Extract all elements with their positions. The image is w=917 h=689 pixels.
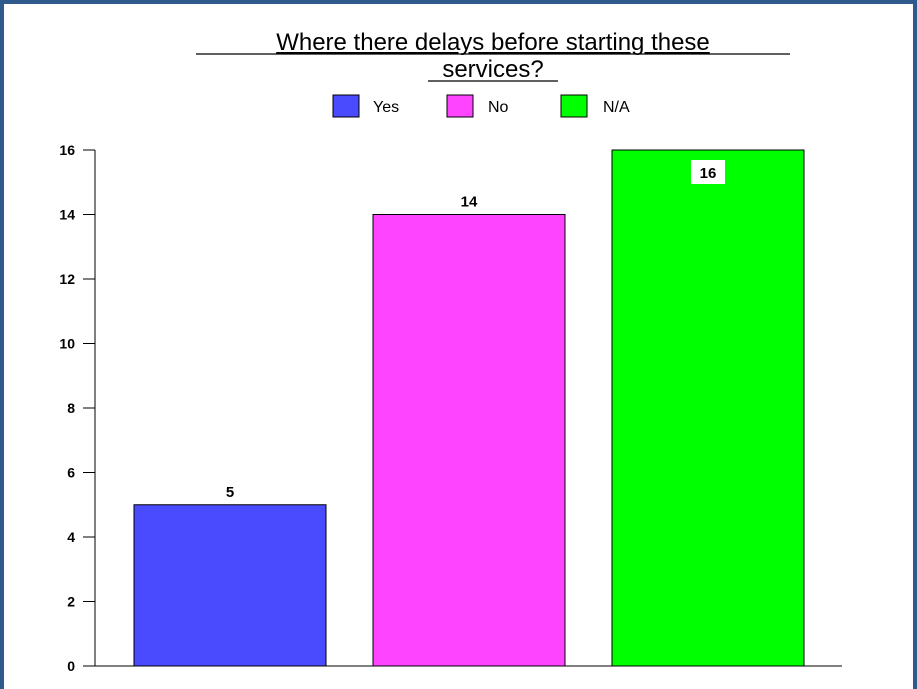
data-labels: 5 14 16 (226, 160, 725, 501)
legend-label-na: N/A (603, 99, 630, 116)
legend-swatch-yes (332, 94, 360, 118)
chart-title-line-2: services? (442, 56, 543, 83)
chart-title-line-1: Where there delays before starting these (276, 29, 710, 56)
chart-title: Where there delays before starting these… (196, 29, 790, 83)
y-tick-label: 2 (67, 594, 75, 610)
bar-na (611, 149, 805, 667)
legend-swatch-na (560, 94, 588, 118)
data-label: 16 (700, 165, 717, 182)
y-tick-label: 16 (59, 142, 75, 158)
y-tick-label: 0 (67, 658, 75, 674)
bar-yes (133, 504, 327, 667)
legend-swatch-no (446, 94, 474, 118)
y-tick-label: 14 (59, 207, 75, 223)
data-label: 14 (461, 194, 478, 211)
y-tick-label: 10 (59, 336, 75, 352)
y-tick-label: 12 (59, 271, 75, 287)
data-label: 5 (226, 484, 234, 501)
y-tick-label: 6 (67, 465, 75, 481)
legend: Yes No N/A (332, 94, 630, 118)
legend-label-no: No (488, 99, 509, 116)
y-tick-label: 8 (67, 400, 75, 416)
legend-label-yes: Yes (373, 99, 399, 116)
y-axis-ticks: 0 2 4 6 8 10 12 14 16 (59, 142, 95, 674)
bar-no (372, 214, 566, 667)
bars (133, 149, 805, 667)
y-tick-label: 4 (67, 529, 75, 545)
data-label-background (691, 160, 725, 184)
